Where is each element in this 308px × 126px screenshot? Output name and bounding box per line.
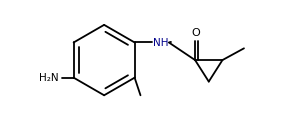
Text: NH: NH	[153, 38, 169, 48]
Text: O: O	[192, 28, 201, 38]
Text: H₂N: H₂N	[39, 73, 59, 83]
